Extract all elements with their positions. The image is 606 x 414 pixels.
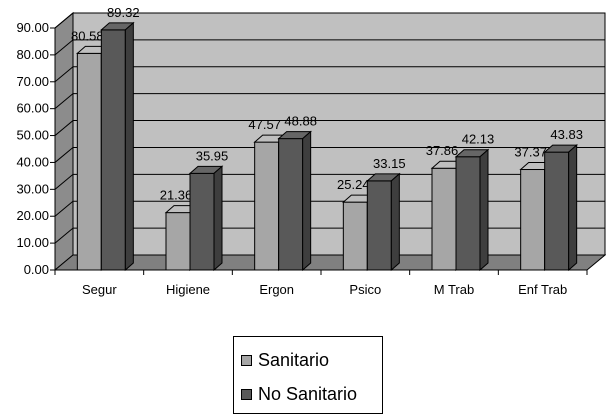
y-tick-label: 80.00 xyxy=(16,47,49,62)
data-label: 80.58 xyxy=(71,28,104,43)
data-label: 33.15 xyxy=(373,156,406,171)
y-tick-label: 90.00 xyxy=(16,20,49,35)
data-label: 37.86 xyxy=(426,143,459,158)
gridline xyxy=(54,39,605,56)
gridline xyxy=(54,200,605,217)
data-label: 42.13 xyxy=(462,132,495,147)
bar-side xyxy=(213,165,223,272)
data-label: 47.57 xyxy=(248,117,281,132)
gridline xyxy=(54,146,605,163)
bar-sanitario-front xyxy=(254,141,280,271)
bar-sanitario-front xyxy=(520,169,546,271)
bar-no-sanitario-front xyxy=(366,180,392,271)
y-tick-label: 50.00 xyxy=(16,128,49,143)
gridline xyxy=(54,120,605,136)
x-tick-label: M Trab xyxy=(434,282,474,297)
y-tick-label: 10.00 xyxy=(16,235,49,250)
gridline xyxy=(54,227,605,244)
gridline xyxy=(54,173,605,190)
x-tick-label: Higiene xyxy=(166,282,210,297)
bar-no-sanitario-front xyxy=(278,138,304,271)
x-tick-label: Ergon xyxy=(259,282,294,297)
data-label: 21.36 xyxy=(160,188,193,203)
bar-side xyxy=(390,172,400,272)
bar-side xyxy=(302,130,312,272)
bar-sanitario-front xyxy=(431,167,457,271)
bar-side xyxy=(479,148,489,272)
x-tick-label: Psico xyxy=(349,282,381,297)
legend-swatch-no-sanitario xyxy=(241,388,252,400)
legend-label-sanitario: Sanitario xyxy=(258,349,330,370)
gridline xyxy=(54,93,605,110)
x-tick-label: Segur xyxy=(82,282,117,297)
legend-label-no-sanitario: No Sanitario xyxy=(258,383,358,404)
bar-sanitario-front xyxy=(342,201,368,271)
y-tick-label: 70.00 xyxy=(16,74,49,89)
gridline xyxy=(54,12,605,29)
legend-item-sanitario: Sanitario xyxy=(241,347,329,373)
chart-legend: Sanitario No Sanitario xyxy=(233,336,383,414)
bar-side xyxy=(124,21,134,272)
bar-no-sanitario-front xyxy=(100,29,126,271)
data-label: 48.88 xyxy=(284,114,317,129)
legend-swatch-sanitario xyxy=(241,354,252,366)
data-label: 89.32 xyxy=(107,5,140,20)
x-tick-label: Enf Trab xyxy=(518,282,567,297)
y-tick-label: 0.00 xyxy=(24,262,49,277)
y-tick-label: 30.00 xyxy=(16,181,49,196)
y-tick-label: 60.00 xyxy=(16,101,49,116)
bar-no-sanitario-front xyxy=(189,172,215,271)
bar-sanitario-front xyxy=(165,212,191,271)
bar-sanitario-front xyxy=(76,52,102,271)
y-tick-label: 20.00 xyxy=(16,208,49,223)
data-label: 37.37 xyxy=(514,145,547,160)
y-tick-label: 40.00 xyxy=(16,154,49,169)
gridline xyxy=(54,66,605,83)
bar-side xyxy=(568,144,578,272)
data-label: 35.95 xyxy=(196,148,229,163)
chart-side-wall xyxy=(54,11,74,272)
bar-no-sanitario-front xyxy=(544,151,570,271)
legend-item-no-sanitario: No Sanitario xyxy=(241,381,357,407)
data-label: 25.24 xyxy=(337,177,370,192)
bar-no-sanitario-front xyxy=(455,156,481,271)
data-label: 43.83 xyxy=(550,127,583,142)
